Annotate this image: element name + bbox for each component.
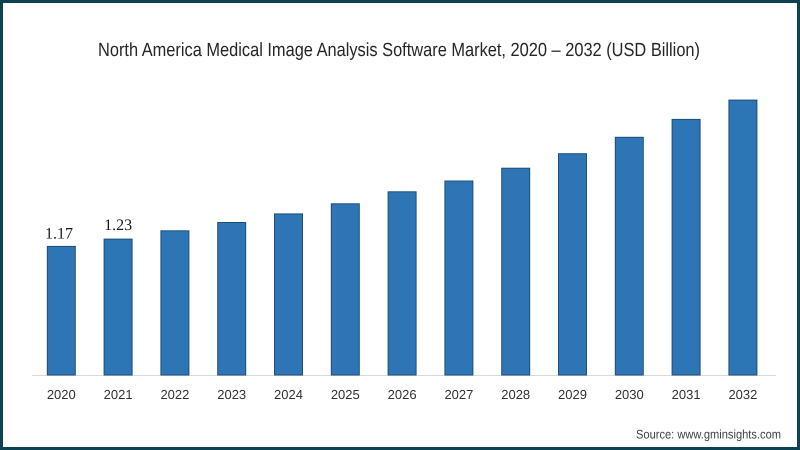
svg-text:2031: 2031 [672,387,701,402]
svg-text:North America Medical Image An: North America Medical Image Analysis Sof… [98,40,700,61]
svg-text:2020: 2020 [47,387,76,402]
svg-text:2024: 2024 [274,387,303,402]
svg-text:1.23: 1.23 [104,217,132,234]
svg-text:2021: 2021 [104,387,133,402]
svg-text:2029: 2029 [558,387,587,402]
svg-text:2030: 2030 [615,387,644,402]
svg-text:2022: 2022 [160,387,189,402]
svg-text:2028: 2028 [501,387,530,402]
svg-text:2026: 2026 [388,387,417,402]
svg-text:Source: www.gminsights.com: Source: www.gminsights.com [636,427,781,441]
svg-text:1.17: 1.17 [45,226,73,243]
svg-text:2023: 2023 [217,387,246,402]
svg-text:2027: 2027 [444,387,473,402]
svg-text:2032: 2032 [728,387,757,402]
svg-text:2025: 2025 [331,387,360,402]
